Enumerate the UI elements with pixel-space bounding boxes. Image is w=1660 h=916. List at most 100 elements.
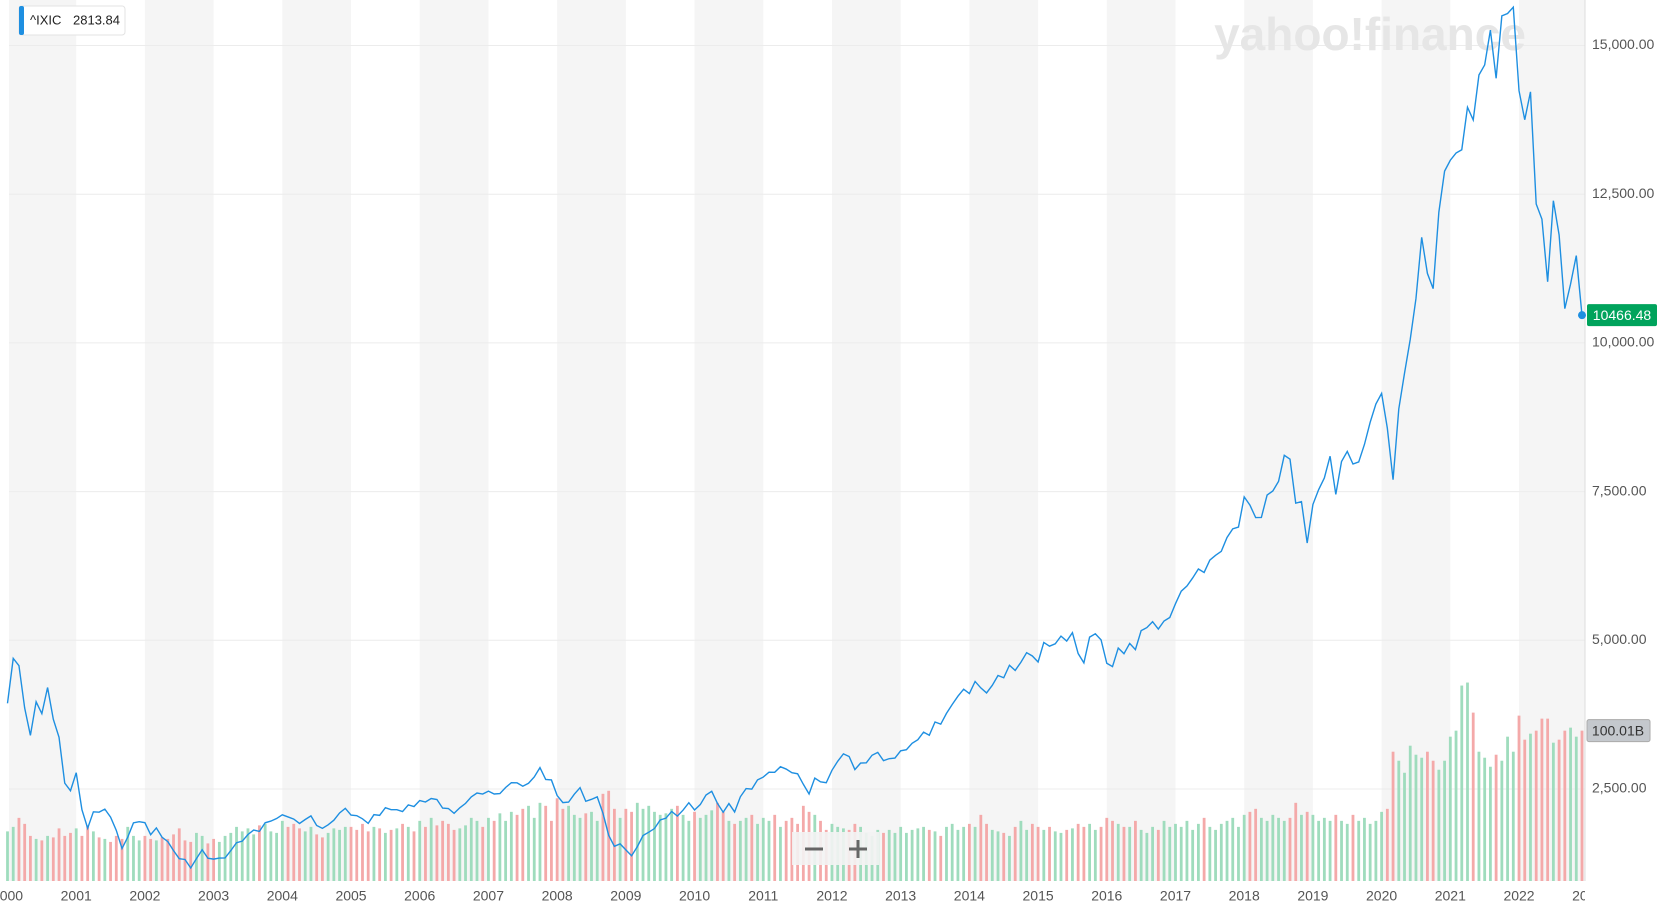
volume-bar: [172, 834, 175, 881]
volume-bar: [1053, 831, 1057, 881]
volume-bar: [1093, 829, 1097, 881]
volume-bar: [1500, 760, 1504, 881]
volume-bar: [326, 832, 330, 881]
x-tick-label: 2020: [1366, 888, 1397, 904]
volume-bar: [481, 826, 485, 881]
volume-tag-label: 100.01B: [1592, 722, 1644, 738]
volume-bar: [641, 808, 645, 881]
volume-bar: [887, 829, 891, 881]
volume-bar: [1351, 814, 1355, 881]
year-band: [1244, 0, 1313, 881]
volume-bar: [1328, 820, 1332, 881]
year-band: [419, 0, 489, 881]
volume-bar: [1105, 817, 1109, 881]
volume-bar: [86, 825, 90, 881]
volume-bar: [555, 798, 559, 881]
volume-bar: [618, 817, 622, 881]
volume-bar: [286, 826, 290, 881]
volume-bar: [704, 814, 708, 881]
volume-bar: [1448, 736, 1452, 881]
volume-bar: [1580, 730, 1584, 881]
volume-bar: [1391, 751, 1395, 881]
volume-bar: [916, 828, 920, 881]
volume-bar: [492, 820, 496, 881]
x-tick-label: 2017: [1160, 888, 1191, 904]
volume-bar: [1569, 727, 1572, 881]
volume-bar: [1145, 832, 1149, 881]
y-tick-label: 5,000.00: [1592, 631, 1647, 647]
volume-bar: [1139, 829, 1143, 881]
volume-bar: [46, 835, 49, 881]
volume-bar: [1242, 814, 1246, 881]
volume-bar: [990, 829, 994, 881]
x-tick-label: 2011: [748, 888, 778, 904]
volume-bar: [395, 828, 399, 881]
volume-bar: [744, 817, 748, 881]
volume-bar: [1523, 739, 1527, 881]
zoom-in[interactable]: [849, 840, 867, 858]
volume-bar: [590, 811, 593, 881]
volume-bar: [343, 826, 347, 881]
volume-bar: [1088, 823, 1092, 881]
volume-bar: [550, 820, 553, 881]
volume-bar: [1065, 829, 1069, 881]
volume-bar: [1116, 823, 1120, 881]
volume-bar: [166, 838, 170, 881]
x-tick-label: 2016: [1091, 888, 1122, 904]
volume-bar: [893, 832, 897, 881]
volume-bar: [1231, 817, 1235, 881]
volume-bar: [1443, 760, 1446, 881]
year-band: [831, 0, 901, 881]
volume-bar: [1557, 739, 1561, 881]
volume-bar: [784, 820, 788, 881]
volume-bar: [452, 829, 456, 881]
volume-bar: [544, 805, 548, 881]
volume-bar: [1454, 730, 1458, 881]
volume-bar: [1380, 811, 1384, 881]
volume-bar: [601, 793, 605, 881]
volume-bar: [1408, 745, 1412, 881]
volume-bar: [1403, 772, 1406, 881]
volume-bar: [693, 811, 696, 881]
year-band: [694, 0, 764, 881]
volume-bar: [366, 831, 370, 881]
volume-bar: [572, 814, 576, 881]
volume-bar: [338, 829, 341, 881]
year-bands: [9, 0, 1585, 881]
volume-bar: [1202, 817, 1206, 881]
legend-value: 2813.84: [73, 12, 120, 27]
volume-bar: [1237, 826, 1240, 881]
volume-bar: [1259, 817, 1263, 881]
volume-tag: [1586, 719, 1651, 743]
volume-bar: [263, 823, 267, 881]
volume-bar: [361, 823, 364, 881]
volume-bar: [1546, 718, 1550, 881]
volume-bar: [212, 838, 216, 881]
volume-bar: [1168, 826, 1172, 881]
volume-bar: [1322, 817, 1326, 881]
volume-bar: [1437, 769, 1441, 881]
tags: 10466.48 100.01B: [1578, 304, 1657, 743]
volume-bar: [910, 829, 914, 881]
volume-bar: [1529, 733, 1532, 881]
volume-bar: [441, 820, 445, 881]
volume-bar: [1008, 835, 1011, 881]
volume-bar: [160, 837, 164, 881]
volume-bar: [973, 826, 977, 881]
volume-bar: [34, 838, 38, 881]
volume-bar: [80, 835, 84, 881]
y-tick-label: 7,500.00: [1592, 482, 1647, 498]
volume-bar: [1099, 826, 1103, 881]
volume-bar: [561, 808, 565, 881]
y-tick-label: 12,500.00: [1592, 185, 1654, 201]
volume-bar: [1345, 823, 1349, 881]
volume-bar: [1134, 820, 1137, 881]
volume-bar: [69, 832, 72, 881]
y-tick-label: 2,500.00: [1592, 780, 1647, 796]
y-axis-area: [1585, 0, 1660, 916]
volume-bar: [1174, 823, 1177, 881]
volume-bar: [653, 811, 656, 881]
x-tick-label: 2015: [1023, 888, 1054, 904]
volume-bar: [985, 823, 988, 881]
x-axis: 2000 2001 2002 2003 2004 2005 2006 2007 2008 2009…: [0, 888, 1604, 904]
